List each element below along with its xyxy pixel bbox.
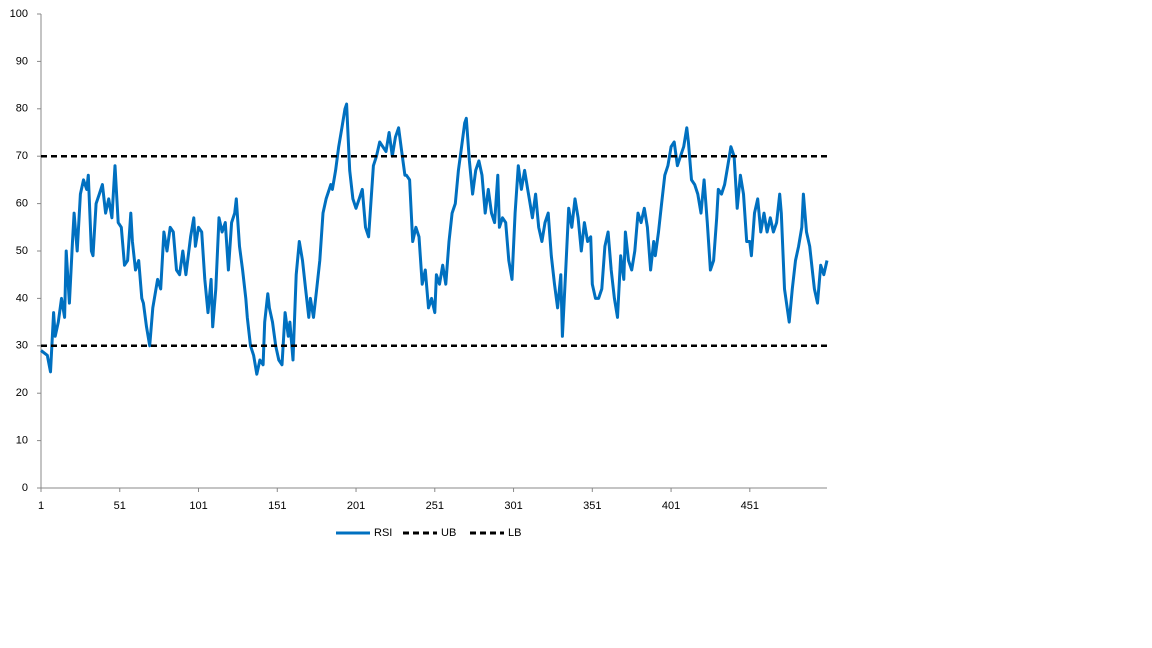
y-tick-label: 30 [16, 340, 28, 352]
x-tick-label: 451 [741, 500, 759, 512]
y-tick-label: 10 [16, 435, 28, 447]
x-tick-label: 351 [583, 500, 601, 512]
y-tick-label: 0 [22, 482, 28, 494]
legend-label: UB [441, 527, 456, 539]
y-tick-label: 90 [16, 55, 28, 67]
x-tick-label: 251 [426, 500, 444, 512]
legend-label: LB [508, 527, 521, 539]
y-tick-label: 50 [16, 245, 28, 257]
series-line [40, 102, 829, 376]
legend-label: RSI [374, 527, 392, 539]
y-tick-label: 60 [16, 198, 28, 210]
x-tick-label: 101 [189, 500, 207, 512]
x-tick-label: 301 [504, 500, 522, 512]
x-tick-label: 1 [38, 500, 44, 512]
x-tick-label: 151 [268, 500, 286, 512]
x-tick-label: 201 [347, 500, 365, 512]
x-tick-label: 51 [114, 500, 126, 512]
y-tick-label: 70 [16, 150, 28, 162]
y-tick-label: 40 [16, 292, 28, 304]
x-tick-label: 401 [662, 500, 680, 512]
y-tick-label: 20 [16, 387, 28, 399]
y-tick-label: 80 [16, 103, 28, 115]
y-tick-label: 100 [10, 8, 28, 20]
